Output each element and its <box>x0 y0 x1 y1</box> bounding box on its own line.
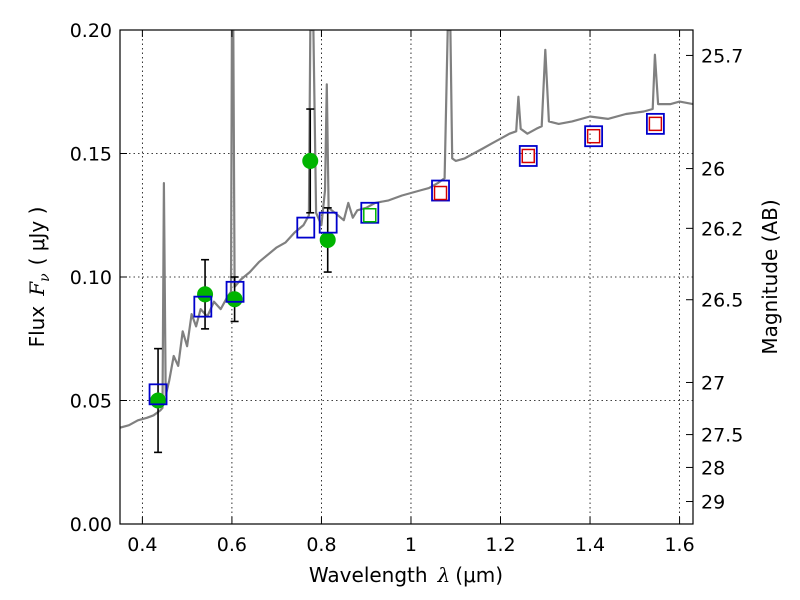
small-square <box>648 116 663 132</box>
model-square <box>645 112 665 135</box>
mag-tick-label: 25.7 <box>701 45 743 67</box>
model-square <box>431 179 450 202</box>
y2-axis-title: Magnitude (AB) <box>758 199 782 354</box>
observed-point <box>302 152 319 169</box>
model-square <box>193 295 213 318</box>
mag-tick-label: 26 <box>701 159 725 181</box>
model-square <box>148 383 168 406</box>
small-square <box>433 185 448 201</box>
x-tick-label: 1.4 <box>575 534 605 556</box>
model-square <box>360 201 380 224</box>
small-square <box>521 148 536 164</box>
x-tick-label: 1.2 <box>485 534 515 556</box>
axes-ticks: 0.4 0.6 0.8 1 1.2 1.4 1.6 0.00 0.05 0.10 0.15 0.20 2… <box>70 20 744 556</box>
model-square <box>518 145 538 167</box>
mag-tick-label: 27.5 <box>701 425 743 447</box>
grid <box>120 29 693 525</box>
y-tick-label: 0.20 <box>70 20 112 42</box>
observed-point <box>226 291 243 308</box>
observed-point <box>319 231 336 248</box>
x-tick-label: 1.6 <box>664 534 694 556</box>
model-square <box>225 280 245 303</box>
observed-point <box>197 286 214 303</box>
mag-tick-label: 26.2 <box>701 218 743 240</box>
y-axis-title: FluxFν( μJy ) <box>25 207 53 348</box>
x-tick-label: 0.6 <box>217 534 247 556</box>
x-axis-title: Wavelength λ (μm) <box>309 563 503 587</box>
spectrum-line <box>120 30 693 429</box>
mag-tick-label: 26.5 <box>701 290 743 312</box>
model-square <box>318 211 338 234</box>
x-tick-label: 0.4 <box>127 534 157 556</box>
small-square <box>363 208 377 223</box>
mag-tick-label: 27 <box>701 372 725 394</box>
mag-tick-label: 29 <box>701 492 725 514</box>
y-tick-label: 0.10 <box>70 267 112 289</box>
x-tick-label: 1 <box>405 534 417 556</box>
x-tick-label: 0.8 <box>306 534 336 556</box>
model-square <box>584 125 604 148</box>
plot-area <box>120 30 693 454</box>
y-tick-label: 0.00 <box>70 514 112 536</box>
model-square <box>296 216 316 239</box>
y-tick-label: 0.05 <box>70 391 112 413</box>
observed-point <box>150 392 167 409</box>
mag-tick-label: 28 <box>701 457 725 479</box>
y-tick-label: 0.15 <box>70 144 112 166</box>
small-square <box>586 128 601 144</box>
